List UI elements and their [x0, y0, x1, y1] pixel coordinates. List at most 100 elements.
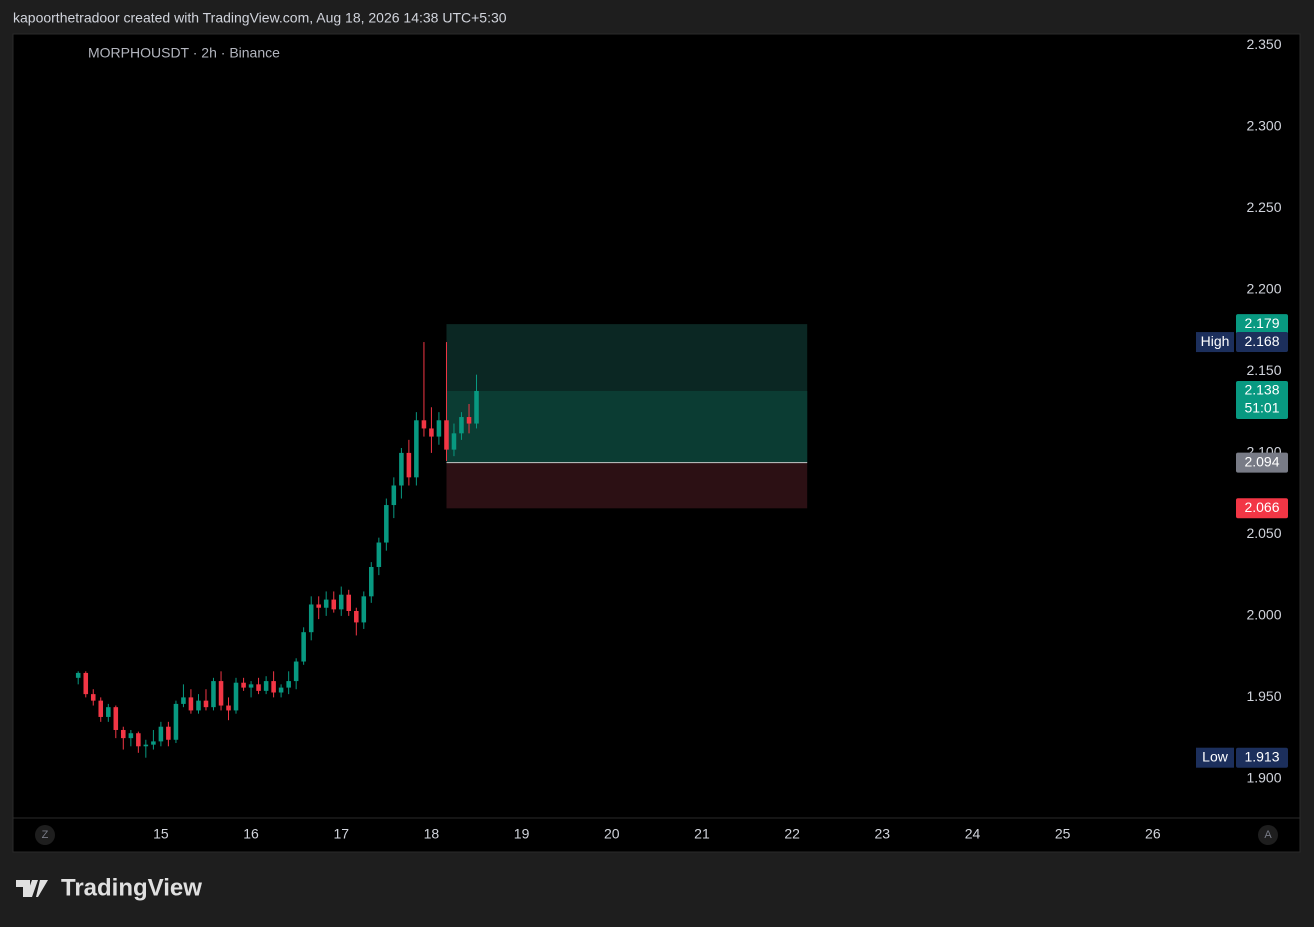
y-tick-label: 2.300: [1246, 118, 1281, 134]
profit-zone: [446, 390, 808, 463]
candle-body: [98, 700, 104, 717]
y-tick-label: 2.200: [1246, 281, 1281, 297]
candle-body: [173, 703, 179, 740]
candle-body: [271, 681, 276, 693]
countdown: 51:01: [1244, 400, 1279, 416]
candle-body: [143, 744, 149, 747]
candle-body: [338, 594, 344, 610]
candle-body: [459, 417, 464, 434]
candle-body: [278, 687, 284, 693]
candle-body: [376, 542, 382, 567]
marker-value: 1.913: [1244, 748, 1279, 764]
stop-zone: [446, 462, 808, 509]
candle-body: [444, 420, 449, 450]
x-tick-label: 18: [424, 826, 440, 842]
candle-body: [90, 694, 96, 701]
price-label-box: [1236, 452, 1288, 473]
candle-body: [406, 452, 412, 478]
marker-value-box: [1236, 747, 1288, 768]
last-price-box: [1236, 380, 1288, 419]
candle-body: [203, 700, 209, 708]
candle-body: [436, 420, 442, 437]
candle-body: [308, 604, 314, 633]
x-tick-label: 17: [333, 826, 349, 842]
candle-body: [451, 433, 457, 450]
y-tick-label: 1.950: [1246, 688, 1281, 704]
x-tick-label: 24: [965, 826, 981, 842]
x-tick-label: 20: [604, 826, 620, 842]
price-label-box: [1236, 498, 1288, 519]
x-tick-label: 19: [514, 826, 530, 842]
marker-value: 2.168: [1244, 333, 1279, 349]
candle-body: [75, 672, 81, 678]
price-label: 2.066: [1244, 499, 1279, 515]
x-tick-label: 26: [1145, 826, 1161, 842]
candle-body: [151, 741, 156, 745]
marker-tag: Low: [1202, 748, 1229, 764]
marker-tag-box: [1196, 332, 1234, 353]
candle-body: [211, 681, 216, 708]
price-label: 2.179: [1244, 315, 1279, 331]
candle-body: [361, 596, 367, 623]
candle-body: [421, 420, 427, 429]
symbol-title: MORPHOUSDT · 2h · Binance: [88, 45, 280, 61]
axis-button[interactable]: [1258, 825, 1278, 845]
x-tick-label: 25: [1055, 826, 1071, 842]
candle-body: [331, 599, 337, 610]
candle-body: [233, 682, 239, 711]
x-tick-label: 21: [694, 826, 710, 842]
candle-body: [181, 697, 186, 704]
candle-body: [121, 729, 126, 739]
x-tick-label: 16: [243, 826, 259, 842]
logo: TradingView: [16, 874, 202, 901]
y-tick-label: 1.900: [1246, 770, 1281, 786]
candle-body: [316, 604, 321, 608]
candle-body: [414, 420, 419, 478]
candle-body: [113, 707, 119, 730]
candle-body: [263, 681, 269, 691]
candle-body: [323, 599, 329, 608]
header: kapoorthetradoor created with TradingVie…: [13, 10, 507, 26]
candle-body: [241, 682, 246, 688]
candle-body: [301, 632, 306, 662]
candle-body: [293, 661, 299, 682]
candle-body: [136, 733, 141, 747]
candle-body: [346, 594, 352, 611]
candle-body: [429, 428, 434, 437]
x-tick-label: 22: [784, 826, 800, 842]
price-label-box: [1236, 314, 1288, 335]
candle-body: [248, 684, 254, 688]
logo-icon: [16, 880, 48, 897]
candle-body: [196, 700, 201, 711]
candle-body: [83, 672, 89, 695]
candle-body: [399, 452, 404, 486]
candle-body: [286, 681, 291, 688]
axis-button-label[interactable]: Z: [42, 829, 49, 841]
axis-button[interactable]: [35, 825, 55, 845]
marker-tag: High: [1201, 333, 1230, 349]
axis-button-label[interactable]: A: [1264, 829, 1272, 841]
candle-body: [369, 566, 374, 597]
candle-body: [226, 705, 231, 711]
candle-body: [391, 485, 397, 506]
y-tick-label: 2.000: [1246, 607, 1281, 623]
candle-body: [166, 726, 171, 740]
marker-tag-box: [1196, 747, 1234, 768]
last-price: 2.138: [1244, 382, 1279, 398]
candle-body: [354, 610, 359, 623]
candle-body: [128, 733, 134, 739]
logo-text: TradingView: [61, 874, 202, 901]
candle-body: [106, 707, 111, 717]
marker-value-box: [1236, 332, 1288, 353]
x-tick-label: 15: [153, 826, 169, 842]
candle-body: [474, 390, 479, 424]
candle-body: [384, 505, 389, 543]
candle-body: [466, 417, 472, 424]
price-label: 2.094: [1244, 453, 1279, 469]
x-tick-label: 23: [875, 826, 891, 842]
candle-body: [188, 697, 194, 711]
candle-body: [256, 684, 261, 691]
y-tick-label: 2.150: [1246, 362, 1281, 378]
